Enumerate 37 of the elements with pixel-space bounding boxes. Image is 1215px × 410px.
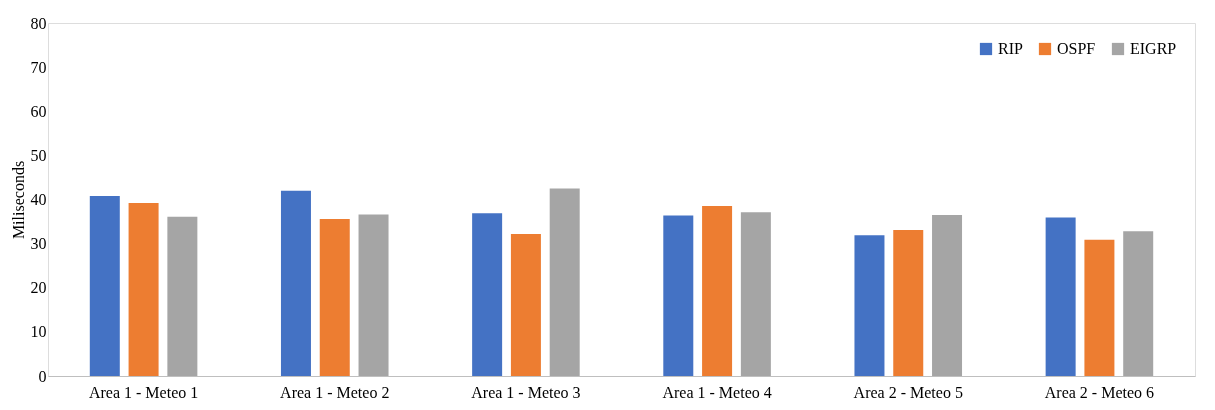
bar (358, 214, 389, 376)
bar (932, 214, 963, 376)
bar (854, 235, 885, 376)
bar (702, 206, 733, 376)
y-tick-label: 20 (30, 279, 47, 297)
y-tick-label: 80 (30, 14, 47, 32)
y-tick-label: 30 (30, 235, 47, 253)
bar (740, 212, 771, 376)
legend-label: RIP (998, 40, 1023, 57)
bar (89, 195, 120, 376)
bar (319, 218, 350, 376)
bar (1123, 231, 1154, 376)
y-tick-label: 10 (30, 323, 47, 341)
bar (472, 213, 503, 376)
bar (167, 216, 198, 376)
y-tick-label: 60 (30, 102, 47, 120)
x-tick-label: Area 1 - Meteo 3 (471, 383, 581, 401)
bar (893, 229, 924, 376)
x-tick-label: Area 2 - Meteo 6 (1044, 383, 1155, 401)
x-tick-label: Area 1 - Meteo 2 (280, 383, 390, 401)
bar (128, 203, 159, 376)
bar (510, 233, 541, 376)
y-axis-title: Miliseconds (9, 160, 27, 240)
y-tick-label: 70 (30, 58, 47, 76)
legend-label: OSPF (1057, 40, 1096, 57)
y-tick-label: 0 (38, 367, 47, 385)
bar (280, 190, 311, 376)
y-tick-label: 40 (30, 191, 47, 208)
x-tick-label: Area 1 - Meteo 1 (88, 383, 199, 401)
x-tick-label: Area 2 - Meteo 5 (853, 383, 963, 401)
bar (549, 188, 580, 376)
bar (1045, 217, 1076, 376)
x-tick-label: Area 1 - Meteo 4 (662, 383, 772, 401)
bar (663, 215, 694, 376)
legend-label: EIGRP (1130, 40, 1177, 57)
y-tick-label: 50 (30, 146, 47, 164)
bar (1084, 239, 1115, 376)
